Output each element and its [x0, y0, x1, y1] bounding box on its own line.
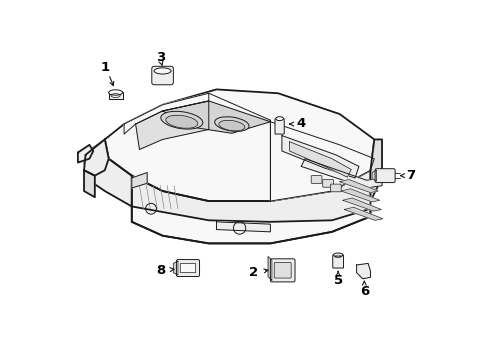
Polygon shape [270, 120, 374, 201]
Polygon shape [301, 159, 382, 188]
FancyBboxPatch shape [152, 66, 173, 85]
Text: 6: 6 [360, 285, 369, 298]
Polygon shape [372, 170, 377, 181]
Polygon shape [357, 264, 370, 279]
Polygon shape [78, 145, 93, 163]
Polygon shape [370, 139, 382, 201]
Polygon shape [173, 261, 178, 275]
FancyBboxPatch shape [375, 169, 395, 183]
Text: 4: 4 [296, 117, 306, 130]
Ellipse shape [154, 68, 171, 74]
Text: 2: 2 [249, 266, 258, 279]
Ellipse shape [166, 115, 198, 128]
FancyBboxPatch shape [180, 264, 196, 273]
Polygon shape [132, 170, 370, 243]
Polygon shape [132, 206, 370, 243]
Polygon shape [282, 136, 359, 178]
Polygon shape [124, 93, 209, 134]
Polygon shape [84, 139, 132, 206]
Polygon shape [217, 222, 270, 232]
Text: 8: 8 [156, 264, 166, 277]
Polygon shape [109, 93, 122, 99]
FancyBboxPatch shape [333, 255, 343, 268]
Polygon shape [105, 89, 374, 201]
Ellipse shape [334, 253, 343, 257]
Ellipse shape [276, 117, 284, 121]
Ellipse shape [161, 111, 203, 129]
Ellipse shape [109, 90, 122, 95]
Text: 3: 3 [156, 50, 166, 64]
Polygon shape [340, 180, 378, 193]
FancyBboxPatch shape [323, 180, 334, 187]
Polygon shape [163, 101, 270, 133]
Polygon shape [268, 256, 272, 280]
Polygon shape [290, 142, 351, 177]
Polygon shape [343, 198, 381, 211]
FancyBboxPatch shape [274, 263, 291, 278]
FancyBboxPatch shape [270, 259, 295, 282]
FancyBboxPatch shape [275, 119, 284, 134]
Text: 7: 7 [406, 169, 415, 182]
Text: 1: 1 [100, 61, 109, 74]
FancyBboxPatch shape [176, 260, 199, 276]
Text: 5: 5 [334, 274, 343, 287]
Polygon shape [132, 172, 147, 188]
Polygon shape [341, 189, 380, 202]
Polygon shape [84, 170, 95, 197]
Polygon shape [84, 139, 109, 176]
Polygon shape [136, 101, 209, 149]
FancyBboxPatch shape [311, 176, 322, 183]
Ellipse shape [219, 120, 245, 131]
Ellipse shape [215, 117, 249, 131]
FancyBboxPatch shape [330, 184, 341, 192]
Polygon shape [344, 207, 383, 220]
